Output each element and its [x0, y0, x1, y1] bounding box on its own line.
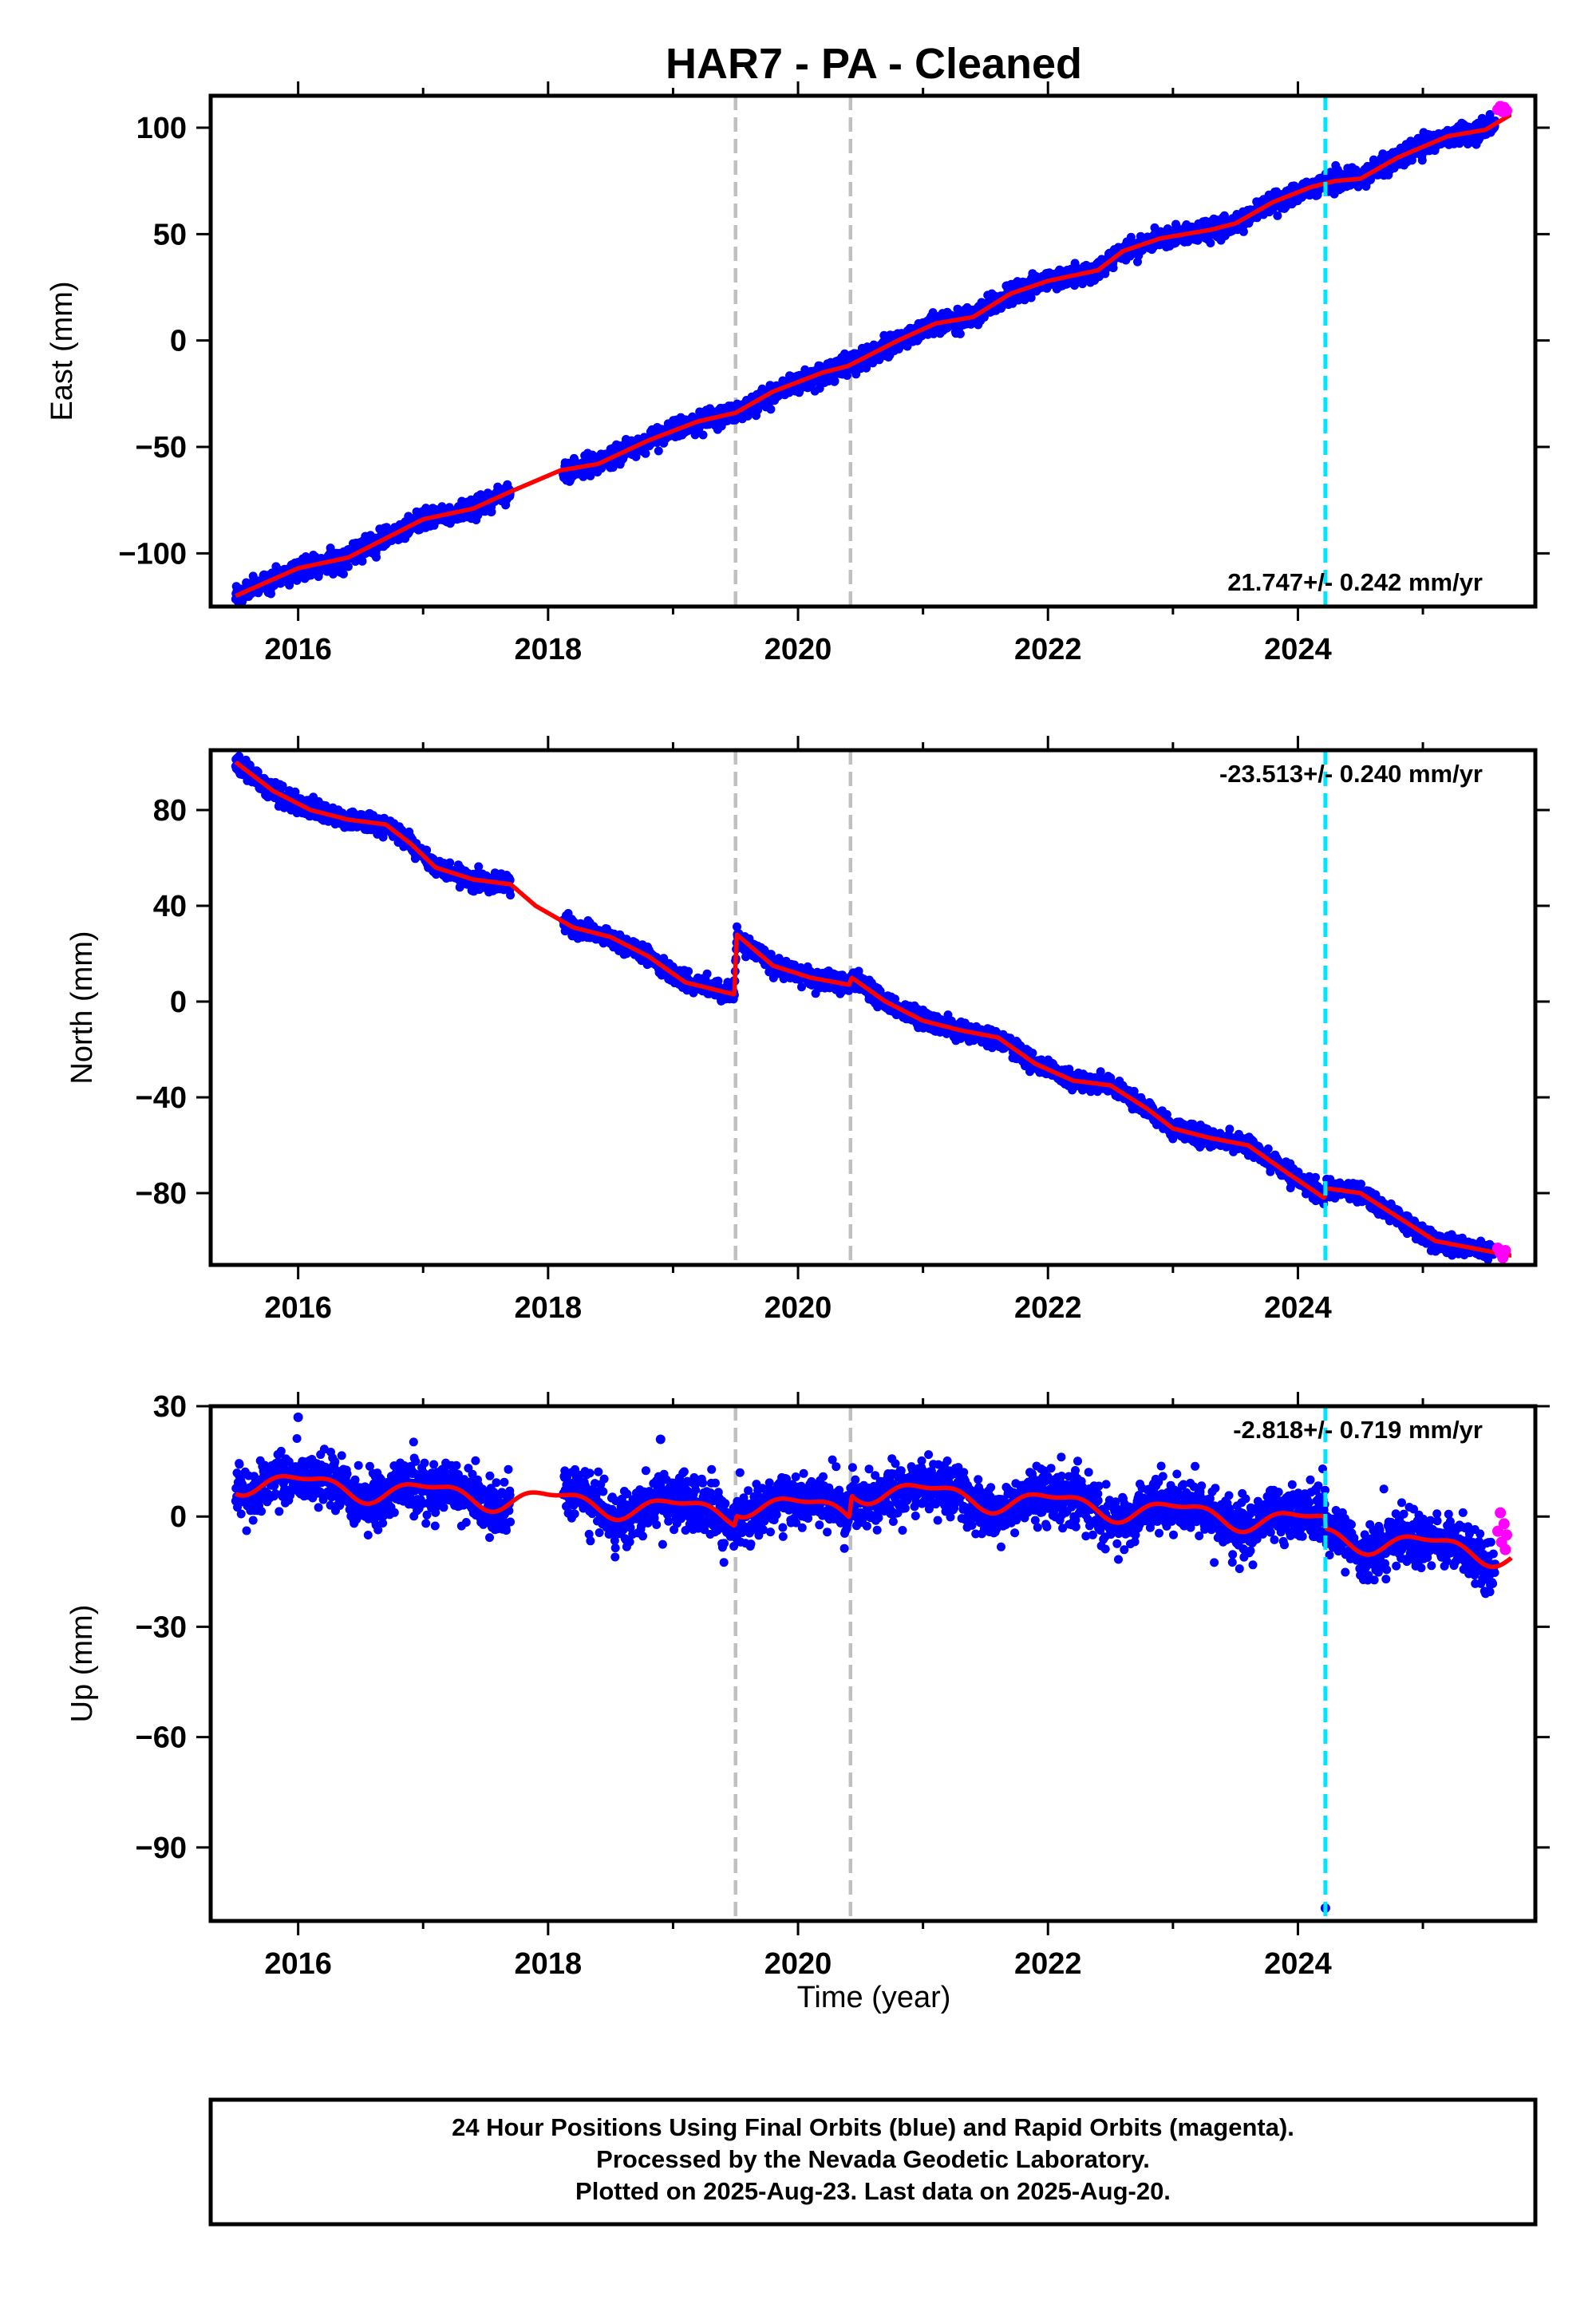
final-orbit-point [343, 562, 353, 571]
final-orbit-point [1273, 211, 1282, 220]
final-orbit-point [506, 891, 516, 900]
final-orbit-point [641, 449, 650, 458]
final-orbit-point [1238, 227, 1248, 236]
x-tick-label: 2024 [1264, 633, 1332, 666]
velocity-label: 21.747+/- 0.242 mm/yr [1227, 568, 1483, 596]
final-orbit-point [358, 556, 367, 566]
x-tick-label: 2016 [264, 633, 332, 666]
final-orbit-point [955, 329, 965, 338]
final-orbit-point [702, 969, 712, 978]
x-tick-label: 2022 [1014, 633, 1082, 666]
final-orbit-point [1417, 156, 1427, 165]
final-orbit-point [684, 966, 693, 976]
y-tick-label: −50 [136, 431, 187, 464]
final-orbit-point [766, 405, 776, 414]
final-orbit-point [698, 430, 708, 440]
x-tick-label: 2018 [515, 633, 583, 666]
y-tick-label: 50 [153, 218, 187, 251]
y-tick-label: 0 [170, 325, 187, 358]
east-panel: 2016 2018 2020 2022 2024 −100 −50 0 50 100 East (m… [45, 81, 1550, 666]
final-orbit-point [445, 858, 455, 868]
final-orbit-point [1108, 263, 1118, 273]
plot-area [231, 96, 1514, 607]
y-axis-label: East (mm) [45, 281, 79, 421]
final-orbit-point [654, 446, 663, 456]
rapid-orbit-point [1500, 105, 1512, 117]
final-orbit-point [267, 589, 275, 599]
y-tick-label: −100 [118, 537, 187, 571]
final-orbit-point [338, 569, 348, 579]
plot-area [231, 750, 1514, 1265]
final-orbit-point [1206, 239, 1215, 247]
final-orbit-point [487, 507, 496, 516]
x-tick-label: 2020 [764, 633, 832, 666]
y-tick-label: 100 [136, 112, 187, 145]
final-orbit-point [372, 552, 381, 562]
chart-title: HAR7 - PA - Cleaned [666, 40, 1082, 88]
